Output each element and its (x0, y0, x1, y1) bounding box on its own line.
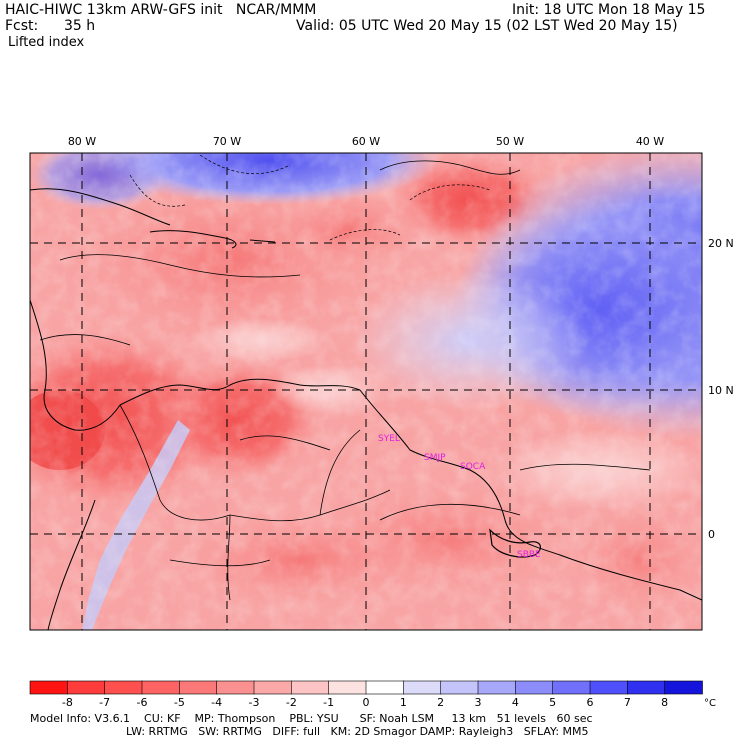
colorbar-swatch (477, 680, 517, 695)
colorbar-tick-label: 8 (661, 696, 668, 709)
colorbar-swatch (291, 680, 330, 695)
lat-label: 10 N (708, 384, 734, 397)
valid-time: Valid: 05 UTC Wed 20 May 15 (02 LST Wed … (296, 18, 678, 34)
colorbar-tick-label: -6 (137, 696, 148, 709)
colorbar-tick-label: 0 (363, 696, 370, 709)
forecast-label: Fcst: (5, 18, 39, 34)
colorbar-tick-label: -4 (211, 696, 222, 709)
colorbar-tick-label: 7 (624, 696, 631, 709)
colorbar-tick-label: 2 (437, 696, 444, 709)
colorbar: -8 -7 -6 -5 -4 -3 -2 -1 0 1 2 3 4 5 6 7 8 °C (29, 680, 716, 709)
lon-label: 80 W (68, 135, 96, 148)
colorbar-swatch (589, 680, 629, 695)
lon-label: 60 W (352, 135, 380, 148)
lon-label: 40 W (636, 135, 664, 148)
colorbar-swatch (253, 680, 293, 695)
colorbar-tick-label: 1 (400, 696, 407, 709)
lat-label: 0 (708, 528, 715, 541)
model-info-line1: Model Info: V3.6.1 CU: KF MP: Thompson P… (30, 712, 593, 725)
init-time: Init: 18 UTC Mon 18 May 15 (512, 2, 706, 18)
colorbar-tick-label: 4 (512, 696, 519, 709)
colorbar-swatch (664, 680, 703, 695)
colorbar-swatch (403, 680, 442, 695)
colorbar-tick-label: 3 (475, 696, 482, 709)
colorbar-swatch (552, 680, 591, 695)
colorbar-unit: °C (704, 698, 716, 709)
colorbar-tick-label: -1 (323, 696, 334, 709)
colorbar-tick-label: 5 (549, 696, 556, 709)
colorbar-tick-label: -7 (99, 696, 110, 709)
colorbar-swatch (515, 680, 554, 695)
colorbar-swatch (328, 680, 367, 695)
colorbar-tick-label: -5 (174, 696, 185, 709)
map-frame (29, 152, 703, 631)
coastlines (30, 188, 702, 630)
field-name: Lifted index (8, 35, 85, 50)
colorbar-swatch (29, 680, 69, 695)
colorbar-tick-label: -8 (62, 696, 73, 709)
forecast-hour: 35 h (64, 18, 96, 34)
colorbar-swatch (179, 680, 218, 695)
station-label: SMJP (424, 453, 446, 463)
model-info-line2: LW: RRTMG SW: RRTMG DIFF: full KM: 2D Sm… (126, 725, 589, 738)
station-label: SYEL (378, 434, 400, 444)
contours (129, 154, 491, 241)
colorbar-swatch (216, 680, 255, 695)
colorbar-swatch (440, 680, 479, 695)
colorbar-swatch (104, 680, 143, 695)
colorbar-swatch (627, 680, 666, 695)
lat-label: 20 N (708, 237, 734, 250)
model-title: HAIC-HIWC 13km ARW-GFS init NCAR/MMM (5, 2, 317, 18)
colorbar-tick-label: -2 (286, 696, 297, 709)
station-label: SOCA (460, 462, 486, 472)
station-label: SBBE (517, 550, 541, 560)
colorbar-swatch (67, 680, 106, 695)
colorbar-swatch (365, 680, 405, 695)
lon-label: 70 W (213, 135, 241, 148)
colorbar-swatch (141, 680, 181, 695)
colorbar-tick-label: -3 (249, 696, 260, 709)
colorbar-tick-label: 6 (587, 696, 594, 709)
graticule (30, 153, 702, 630)
lon-label: 50 W (496, 135, 524, 148)
